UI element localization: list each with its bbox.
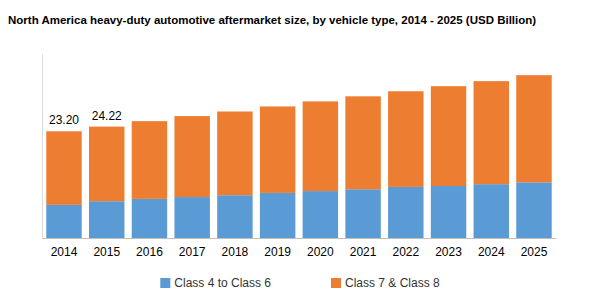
x-tick-label: 2024 [478, 245, 505, 259]
legend-swatch [160, 278, 170, 288]
bar [303, 101, 338, 191]
x-tick-label: 2017 [179, 245, 206, 259]
bar [174, 197, 209, 238]
legend-item: Class 7 & Class 8 [331, 276, 440, 290]
bar [474, 184, 509, 238]
bar [474, 81, 509, 184]
bar [89, 127, 124, 202]
bar [46, 205, 81, 238]
y-axis-line [42, 55, 43, 239]
x-tick: 2021 [350, 238, 377, 259]
bar [217, 195, 252, 238]
series-bars [46, 75, 551, 205]
x-axis: 2014 2015 2016 2017 2018 2019 2020 2021 2022 2023… [43, 238, 557, 259]
x-tick-label: 2019 [264, 245, 291, 259]
x-tick: 2023 [435, 238, 462, 259]
x-tick: 2014 [51, 238, 78, 259]
bar [260, 106, 295, 192]
bar [516, 75, 551, 182]
y-axis [42, 55, 43, 239]
x-axis-line [43, 238, 557, 239]
bar [303, 191, 338, 238]
x-tick-label: 2014 [51, 245, 78, 259]
annotation: 23.20 [49, 113, 79, 127]
bars [46, 75, 551, 238]
x-tick-label: 2025 [521, 245, 548, 259]
legend-label: Class 4 to Class 6 [174, 276, 271, 290]
x-tick: 2018 [222, 238, 249, 259]
x-tick: 2024 [478, 238, 505, 259]
legend: Class 4 to Class 6 Class 7 & Class 8 [160, 276, 440, 290]
title: North America heavy-duty automotive afte… [8, 14, 536, 26]
plot: 2014 2015 2016 2017 2018 2019 2020 2021 2022 2023… [43, 55, 557, 259]
bar [89, 201, 124, 238]
annotation: 24.22 [92, 109, 122, 123]
bar [431, 186, 466, 238]
bar [260, 193, 295, 238]
legend-label: Class 7 & Class 8 [345, 276, 440, 290]
x-tick-label: 2020 [307, 245, 334, 259]
x-tick: 2015 [93, 238, 120, 259]
legend-swatch [331, 278, 341, 288]
x-tick: 2016 [136, 238, 163, 259]
x-tick: 2025 [521, 238, 548, 259]
x-tick-label: 2023 [435, 245, 462, 259]
bar [388, 187, 423, 238]
x-tick: 2017 [179, 238, 206, 259]
x-tick-label: 2016 [136, 245, 163, 259]
bar [388, 91, 423, 187]
x-tick-label: 2018 [222, 245, 249, 259]
bar [174, 116, 209, 197]
bar [345, 96, 380, 189]
bar [217, 112, 252, 196]
x-tick-label: 2022 [392, 245, 419, 259]
x-tick: 2019 [264, 238, 291, 259]
bar [345, 189, 380, 238]
legend-item: Class 4 to Class 6 [160, 276, 271, 290]
x-tick: 2022 [392, 238, 419, 259]
x-tick-label: 2015 [93, 245, 120, 259]
chart: North America heavy-duty automotive afte… [0, 0, 600, 300]
bar [431, 86, 466, 186]
bar [516, 182, 551, 238]
bar [132, 199, 167, 238]
bar [132, 121, 167, 199]
x-tick: 2020 [307, 238, 334, 259]
bar [46, 131, 81, 205]
x-tick-label: 2021 [350, 245, 377, 259]
